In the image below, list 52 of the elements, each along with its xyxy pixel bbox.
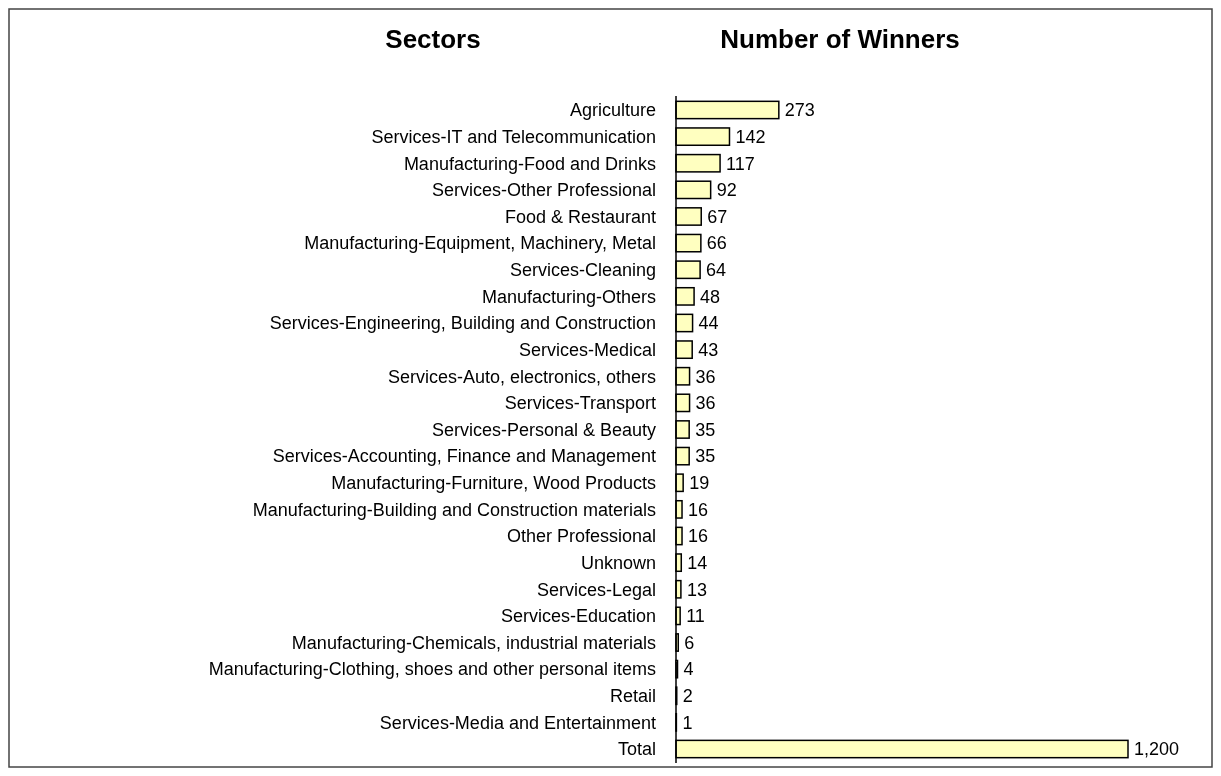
y-axis-title: Sectors xyxy=(385,24,481,54)
data-label: 35 xyxy=(695,419,716,440)
data-label: 4 xyxy=(683,659,694,680)
y-tick-label: Services-Auto, electronics, others xyxy=(387,366,656,387)
data-label: 1 xyxy=(682,712,693,733)
y-tick-label: Services-Legal xyxy=(536,579,656,600)
y-tick-label: Manufacturing-Clothing, shoes and other personal items xyxy=(208,659,656,680)
data-label: 1,200 xyxy=(1134,739,1180,760)
data-label: 48 xyxy=(700,286,721,307)
data-label: 11 xyxy=(686,606,705,627)
data-label: 14 xyxy=(687,552,708,573)
data-label: 64 xyxy=(706,260,727,281)
y-tick-label: Total xyxy=(617,739,656,760)
y-tick-label: Manufacturing-Others xyxy=(481,286,656,307)
y-tick-label: Manufacturing-Equipment, Machinery, Metal xyxy=(304,233,656,254)
y-tick-label: Manufacturing-Chemicals, industrial materials xyxy=(291,632,656,653)
y-tick-label: Manufacturing-Building and Construction materials xyxy=(252,499,656,520)
data-label: 36 xyxy=(695,366,716,387)
y-tick-label: Unknown xyxy=(580,552,656,573)
data-label: 2 xyxy=(682,686,693,707)
y-tick-label: Manufacturing-Furniture, Wood Products xyxy=(331,473,656,494)
data-label: 19 xyxy=(689,473,710,494)
data-label: 92 xyxy=(716,180,737,201)
data-label: 44 xyxy=(698,313,719,334)
x-axis-title: Number of Winners xyxy=(720,24,960,54)
data-label: 16 xyxy=(688,526,709,547)
data-label: 142 xyxy=(735,126,766,147)
y-tick-label: Services-Cleaning xyxy=(509,260,656,281)
y-tick-label: Services-Transport xyxy=(504,393,656,414)
y-tick-label: Services-Accounting, Finance and Management xyxy=(272,446,656,467)
data-label: 273 xyxy=(784,100,815,121)
y-tick-label: Services-Other Professional xyxy=(431,180,656,201)
y-tick-label: Retail xyxy=(609,686,656,707)
y-tick-label: Services-Engineering, Building and Construction xyxy=(269,313,656,334)
y-tick-label: Services-Media and Entertainment xyxy=(379,712,656,733)
y-tick-label: Services-Education xyxy=(500,606,656,627)
y-tick-label: Other Professional xyxy=(506,526,656,547)
y-tick-label: Food & Restaurant xyxy=(504,206,656,227)
y-tick-label: Services-Medical xyxy=(518,339,656,360)
y-tick-label: Services-IT and Telecommunication xyxy=(371,126,656,147)
y-tick-label: Manufacturing-Food and Drinks xyxy=(403,153,656,174)
data-label: 6 xyxy=(684,632,695,653)
data-label: 67 xyxy=(707,206,728,227)
data-label: 66 xyxy=(706,233,727,254)
data-label: 35 xyxy=(695,446,716,467)
y-tick-label: Services-Personal & Beauty xyxy=(431,419,656,440)
data-label: 13 xyxy=(686,579,707,600)
data-label: 36 xyxy=(695,393,716,414)
y-tick-label: Agriculture xyxy=(569,100,656,121)
data-label: 16 xyxy=(688,499,709,520)
data-label: 43 xyxy=(698,339,719,360)
data-label: 117 xyxy=(726,153,755,174)
